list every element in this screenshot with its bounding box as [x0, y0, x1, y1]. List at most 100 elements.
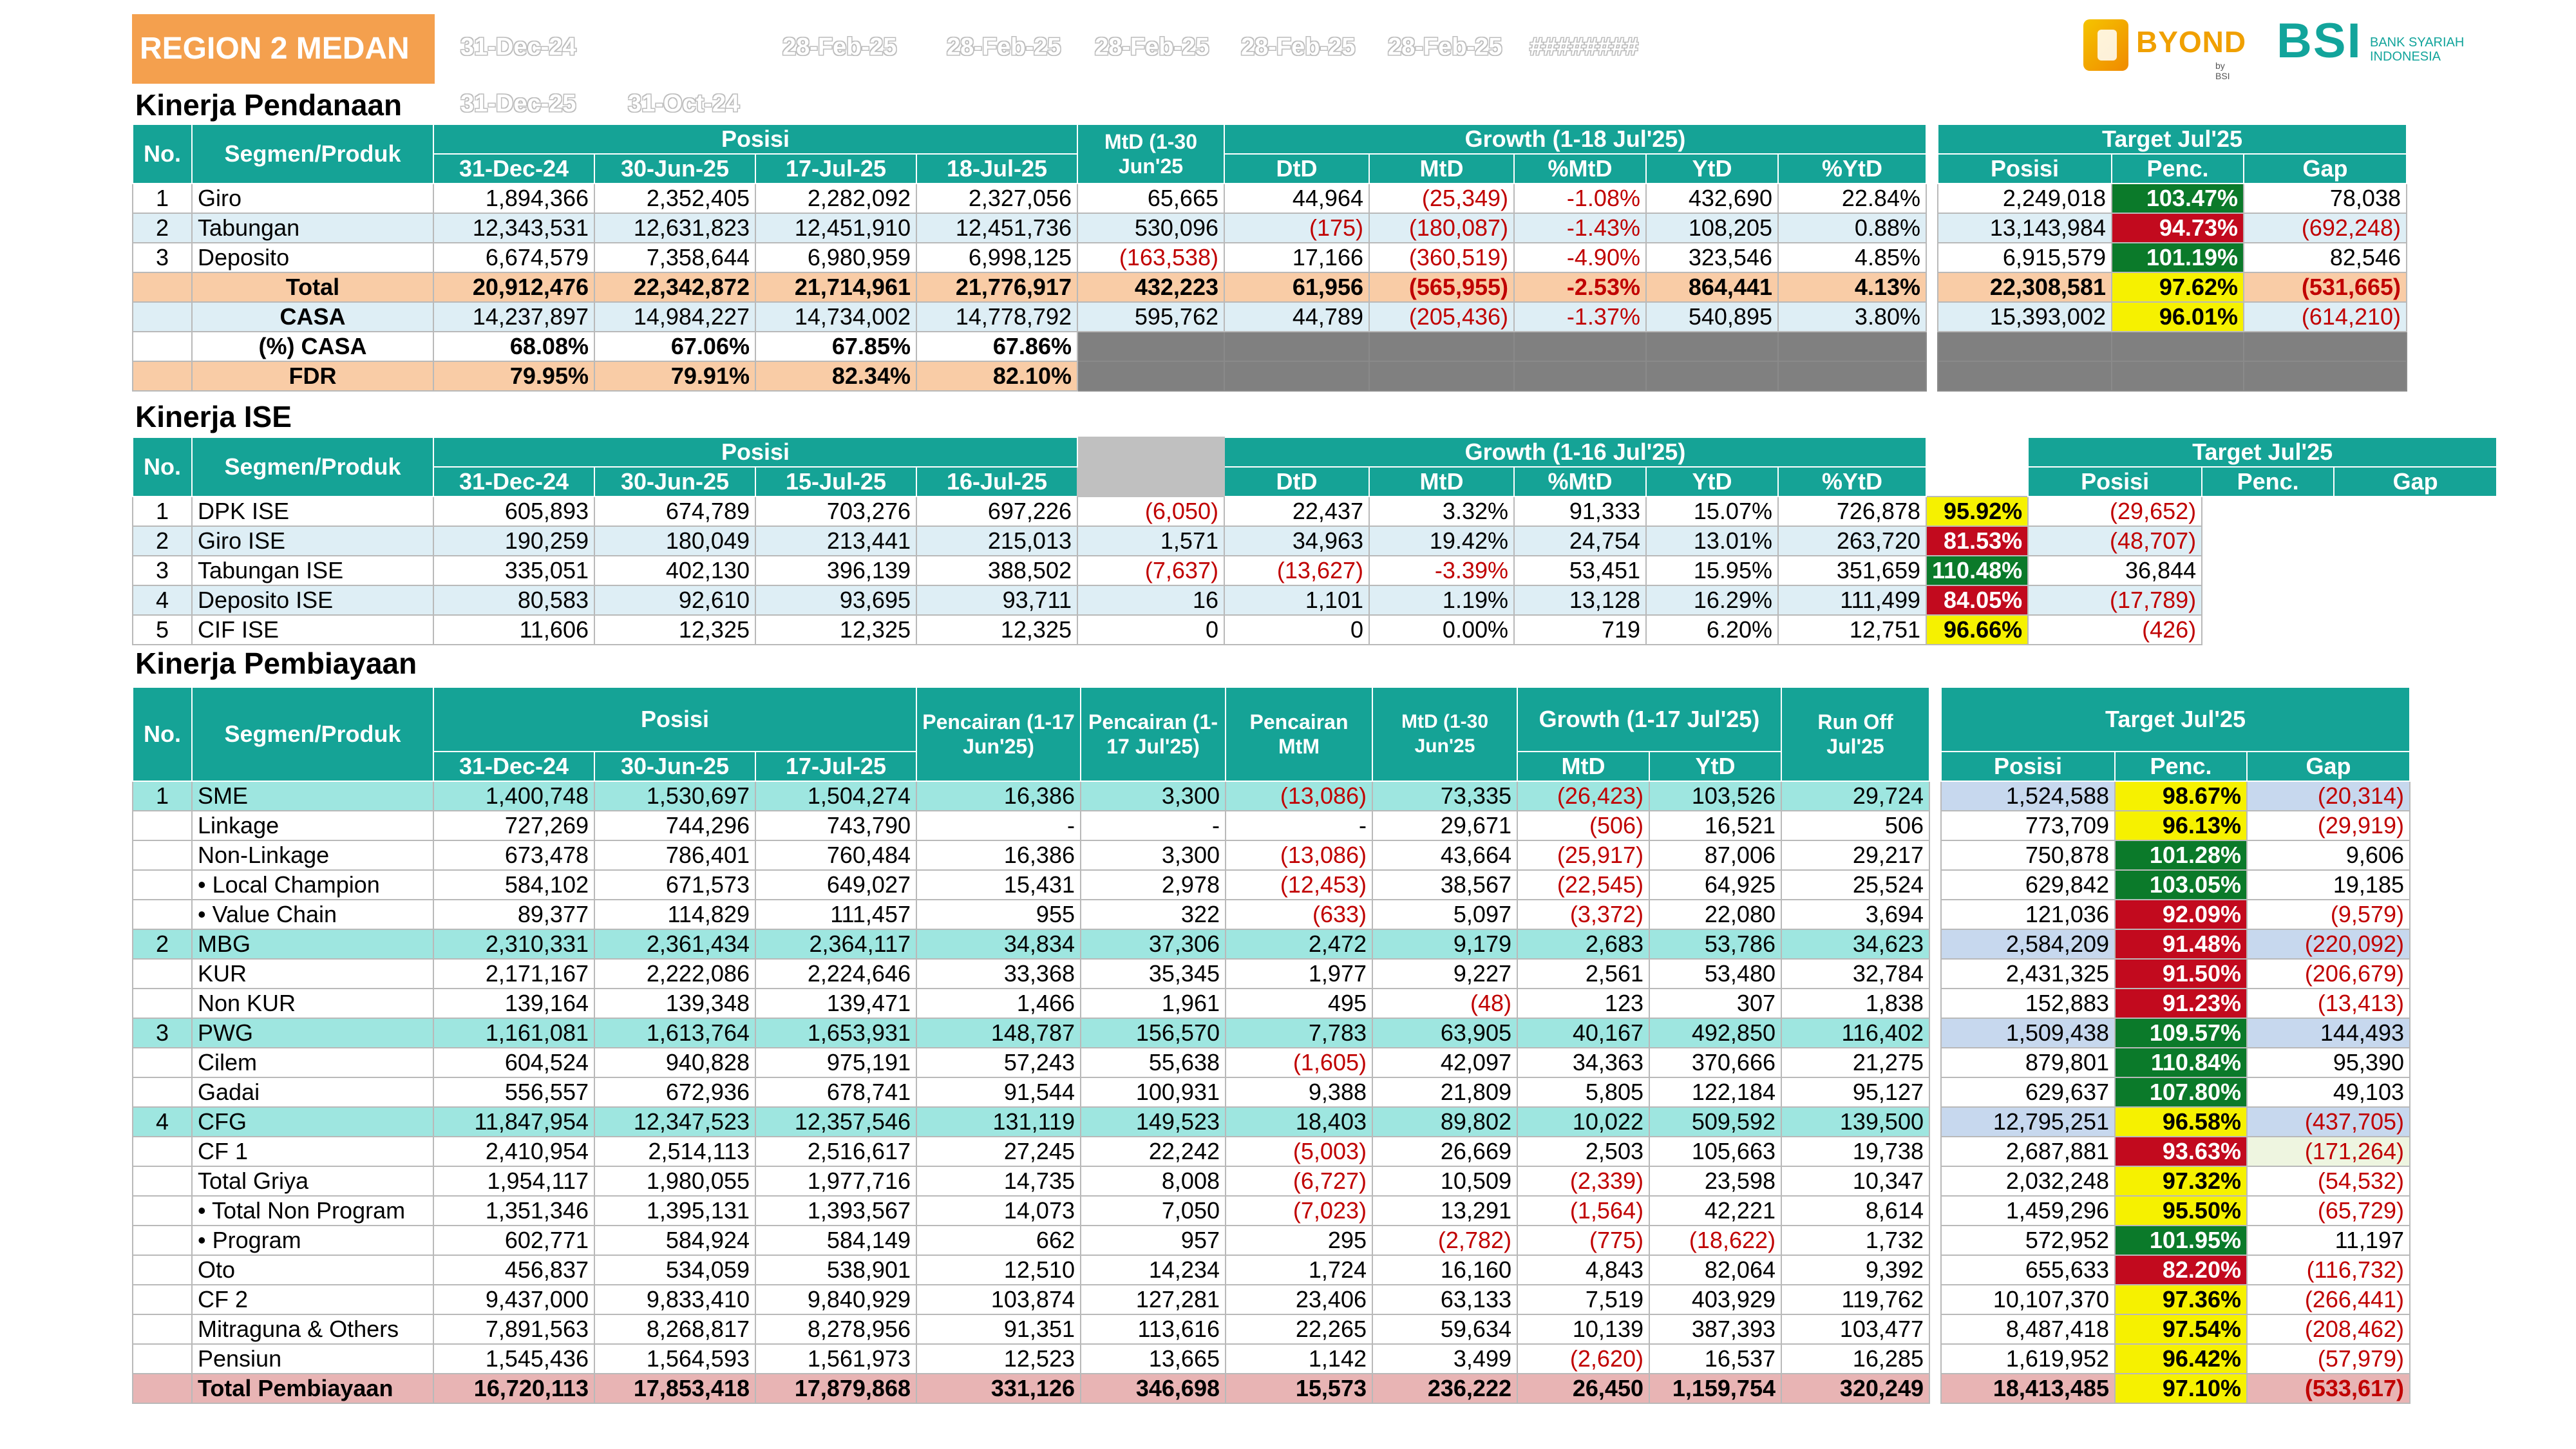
cell-pencairan-jul: 13,665 — [1080, 1343, 1226, 1374]
cell-jun25: 940,828 — [594, 1047, 756, 1078]
row-no: 3 — [132, 242, 193, 273]
cell-runoff: 119,762 — [1781, 1284, 1930, 1315]
cell-target-posisi: 629,637 — [1940, 1077, 2116, 1108]
cell-growth-ytd: 16,521 — [1649, 810, 1782, 841]
col-pct-mtd: %MtD — [1513, 466, 1647, 497]
cell-jun25: 674,789 — [594, 496, 756, 527]
bsi-sub-line1: BANK SYARIAH — [2370, 35, 2465, 50]
cell-dec24: 9,437,000 — [433, 1284, 595, 1315]
cell-growth-ytd: 23,598 — [1649, 1166, 1782, 1197]
cell-dec24: 11,606 — [433, 614, 595, 645]
table-row: 1 DPK ISE 605,893 674,789 703,276 697,226 (6,0… — [132, 496, 2497, 527]
cell-pencairan-mtm: 7,783 — [1225, 1018, 1373, 1048]
row-no — [132, 331, 193, 362]
table-row: 1 Giro 1,894,366 2,352,405 2,282,092 2,327,05… — [132, 183, 2407, 214]
col-runoff: Run Off Jul'25 — [1781, 687, 1930, 782]
cell-runoff: 34,623 — [1781, 929, 1930, 960]
cell-growth-mtd: (1,564) — [1517, 1195, 1650, 1226]
cell-target-posisi: 6,915,579 — [1937, 242, 2112, 273]
cell-pencairan-mtm: 1,977 — [1225, 958, 1373, 989]
cell-jun25: 1,613,764 — [594, 1018, 756, 1048]
row-name: Oto — [191, 1255, 434, 1285]
cell-growth-mtd: (775) — [1517, 1225, 1650, 1256]
cell-pencairan-jun: 57,243 — [916, 1047, 1081, 1078]
cell-pct-mtd: -1.08% — [1513, 183, 1647, 214]
cell-jul18: 2,327,056 — [916, 183, 1078, 214]
cell-growth-ytd: 16,537 — [1649, 1343, 1782, 1374]
cell-jul15: 93,695 — [755, 585, 917, 616]
cell-pencairan-mtm: (6,727) — [1225, 1166, 1373, 1197]
cell-runoff: 19,738 — [1781, 1136, 1930, 1167]
table-row: 5 CIF ISE 11,606 12,325 12,325 12,325 0 0 0.00% 7… — [132, 614, 2497, 645]
cell-target-penc: 91.50% — [2114, 958, 2248, 989]
cell-pencairan-jun: 33,368 — [916, 958, 1081, 989]
table-row: 4 Deposito ISE 80,583 92,610 93,695 93,711 16 1… — [132, 585, 2497, 616]
table-row: Total Pembiayaan 16,720,113 17,853,418 17,8… — [132, 1373, 2410, 1404]
pendanaan-title: Kinerja Pendanaan — [135, 88, 402, 122]
cell-jul17: 8,278,956 — [755, 1314, 917, 1345]
cell-dec24: 16,720,113 — [433, 1373, 595, 1404]
cell-mtd: 42,097 — [1372, 1047, 1518, 1078]
cell-dec24: 456,837 — [433, 1255, 595, 1285]
cell-mtd: 59,634 — [1372, 1314, 1518, 1345]
pembiayaan-title: Kinerja Pembiayaan — [135, 647, 417, 680]
cell-runoff: 29,217 — [1781, 840, 1930, 871]
table-row: KUR 2,171,167 2,222,086 2,224,646 33,368 35,3… — [132, 958, 2410, 989]
cell-target-penc: 95.50% — [2114, 1195, 2248, 1226]
region-title: REGION 2 MEDAN — [132, 14, 435, 84]
cell-runoff: 21,275 — [1781, 1047, 1930, 1078]
cell-target-posisi: 2,431,325 — [1940, 958, 2116, 989]
col-dtd: DtD — [1224, 466, 1370, 497]
col-target-posisi: Posisi — [2027, 466, 2203, 497]
cell-target-gap: (531,665) — [2243, 272, 2407, 303]
col-segmen: Segmen/Produk — [191, 124, 434, 184]
cell-target-penc: 101.95% — [2114, 1225, 2248, 1256]
cell-growth-ytd: 403,929 — [1649, 1284, 1782, 1315]
cell-mtd: 5,097 — [1372, 899, 1518, 930]
row-name: • Value Chain — [191, 899, 434, 930]
col-posisi: Posisi — [433, 687, 917, 752]
cell-target-gap: 11,197 — [2246, 1225, 2410, 1256]
cell-pct-mtd: -2.53% — [1513, 272, 1647, 303]
ghost-date: ######## — [1530, 33, 1639, 61]
row-name: DPK ISE — [191, 496, 434, 527]
col-date: 18-Jul-25 — [916, 153, 1078, 184]
cell-target-posisi: 263,720 — [1777, 526, 1927, 556]
cell-runoff: 506 — [1781, 810, 1930, 841]
col-target: Target Jul'25 — [2027, 437, 2498, 468]
cell-target-penc: 98.67% — [2114, 781, 2248, 811]
cell-target-gap: (266,441) — [2246, 1284, 2410, 1315]
cell-runoff: 32,784 — [1781, 958, 1930, 989]
cell-growth-mtd: 4,843 — [1517, 1255, 1650, 1285]
cell-pencairan-mtm: 9,388 — [1225, 1077, 1373, 1108]
cell-pencairan-jul: 149,523 — [1080, 1106, 1226, 1137]
row-no: 5 — [132, 614, 193, 645]
cell-runoff: 25,524 — [1781, 869, 1930, 900]
cell-pencairan-jul: 7,050 — [1080, 1195, 1226, 1226]
row-no — [132, 899, 193, 930]
col-pencairan-jul: Pencairan (1-17 Jul'25) — [1080, 687, 1226, 782]
cell-jul17: 1,504,274 — [755, 781, 917, 811]
cell-pencairan-jun: 662 — [916, 1225, 1081, 1256]
cell-runoff: 139,500 — [1781, 1106, 1930, 1137]
cell-target-penc: 109.57% — [2114, 1018, 2248, 1048]
cell-target-gap: (54,532) — [2246, 1166, 2410, 1197]
cell-pct-ytd: 6.20% — [1645, 614, 1779, 645]
cell-target-penc: 91.23% — [2114, 988, 2248, 1019]
cell-jun25: 139,348 — [594, 988, 756, 1019]
cell-target-posisi: 2,249,018 — [1937, 183, 2112, 214]
cell-dec24: 12,343,531 — [433, 213, 595, 243]
cell-mtd: 432,223 — [1077, 272, 1225, 303]
cell-target-penc: 110.84% — [2114, 1047, 2248, 1078]
cell-target-penc: 96.66% — [1925, 614, 2029, 645]
cell-target-penc: 101.28% — [2114, 840, 2248, 871]
cell-target-posisi: 152,883 — [1940, 988, 2116, 1019]
row-no: 3 — [132, 555, 193, 586]
cell-pencairan-jun: 15,431 — [916, 869, 1081, 900]
pendanaan-table: No. Segmen/Produk Posisi MtD (1-30 Jun'2… — [132, 124, 2407, 392]
table-row: 2 MBG 2,310,331 2,361,434 2,364,117 34,834 37,… — [132, 929, 2410, 960]
row-no: 4 — [132, 585, 193, 616]
cell-posisi: 67.06% — [594, 331, 756, 362]
table-row: 2 Tabungan 12,343,531 12,631,823 12,451,910 1… — [132, 213, 2407, 243]
cell-growth-mtd: 2,683 — [1517, 929, 1650, 960]
